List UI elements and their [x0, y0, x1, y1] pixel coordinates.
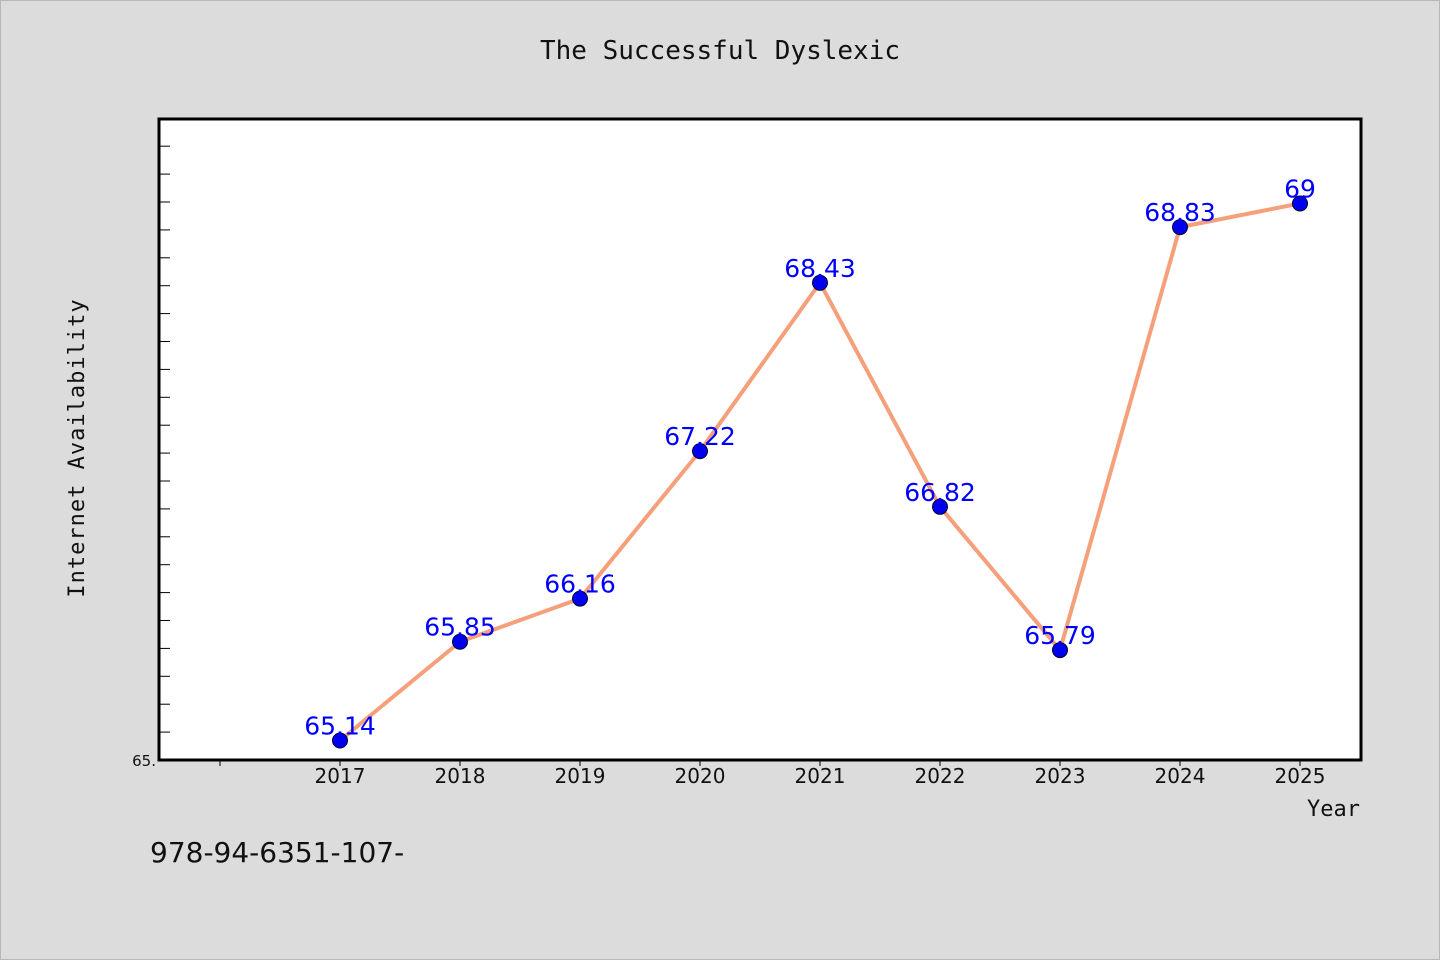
data-point: [1292, 195, 1308, 212]
x-tick-label: 2017: [315, 764, 366, 788]
x-tick-label: 2022: [915, 764, 966, 788]
x-axis-label: Year: [1307, 797, 1360, 822]
series-group: 65.14 65.85 66.16 67.22 68.43 66.82 65.79 68.83…: [304, 174, 1316, 749]
data-point: [1052, 642, 1068, 659]
y-tick-label: 65.: [132, 752, 156, 770]
y-axis-label: Internet Availability: [65, 298, 90, 597]
x-tick-label: 2018: [435, 764, 486, 788]
chart-title: The Successful Dyslexic: [539, 36, 901, 66]
data-label: 68.43: [784, 254, 856, 283]
y-axis-ticks: 65.: [132, 145, 170, 770]
data-point: [692, 443, 708, 460]
data-point: [572, 590, 588, 607]
data-point: [812, 274, 828, 291]
data-label: 68.83: [1144, 198, 1216, 227]
plot-area: [157, 117, 1363, 762]
data-label: 65.79: [1024, 621, 1096, 650]
x-axis-ticks: 2017 2018 2019 2020 2021 2022 2023 2024 2025: [219, 760, 1326, 788]
data-label: 67.22: [664, 422, 736, 451]
data-label: 66.16: [544, 570, 616, 599]
data-label: 66.82: [904, 478, 976, 507]
x-tick-label: 2020: [675, 764, 726, 788]
data-label: 69: [1284, 174, 1316, 203]
x-tick-label: 2019: [555, 764, 606, 788]
x-tick-label: 2023: [1035, 764, 1086, 788]
data-point: [1172, 219, 1188, 236]
data-point: [932, 498, 948, 515]
x-tick-label: 2024: [1155, 764, 1206, 788]
data-label: 65.14: [304, 712, 376, 741]
x-tick-label: 2025: [1275, 764, 1326, 788]
data-point: [452, 633, 468, 650]
data-label: 65.85: [424, 613, 496, 642]
x-tick-label: 2021: [795, 764, 846, 788]
data-point: [332, 732, 348, 749]
footnote-text: 978-94-6351-107-: [150, 836, 405, 869]
